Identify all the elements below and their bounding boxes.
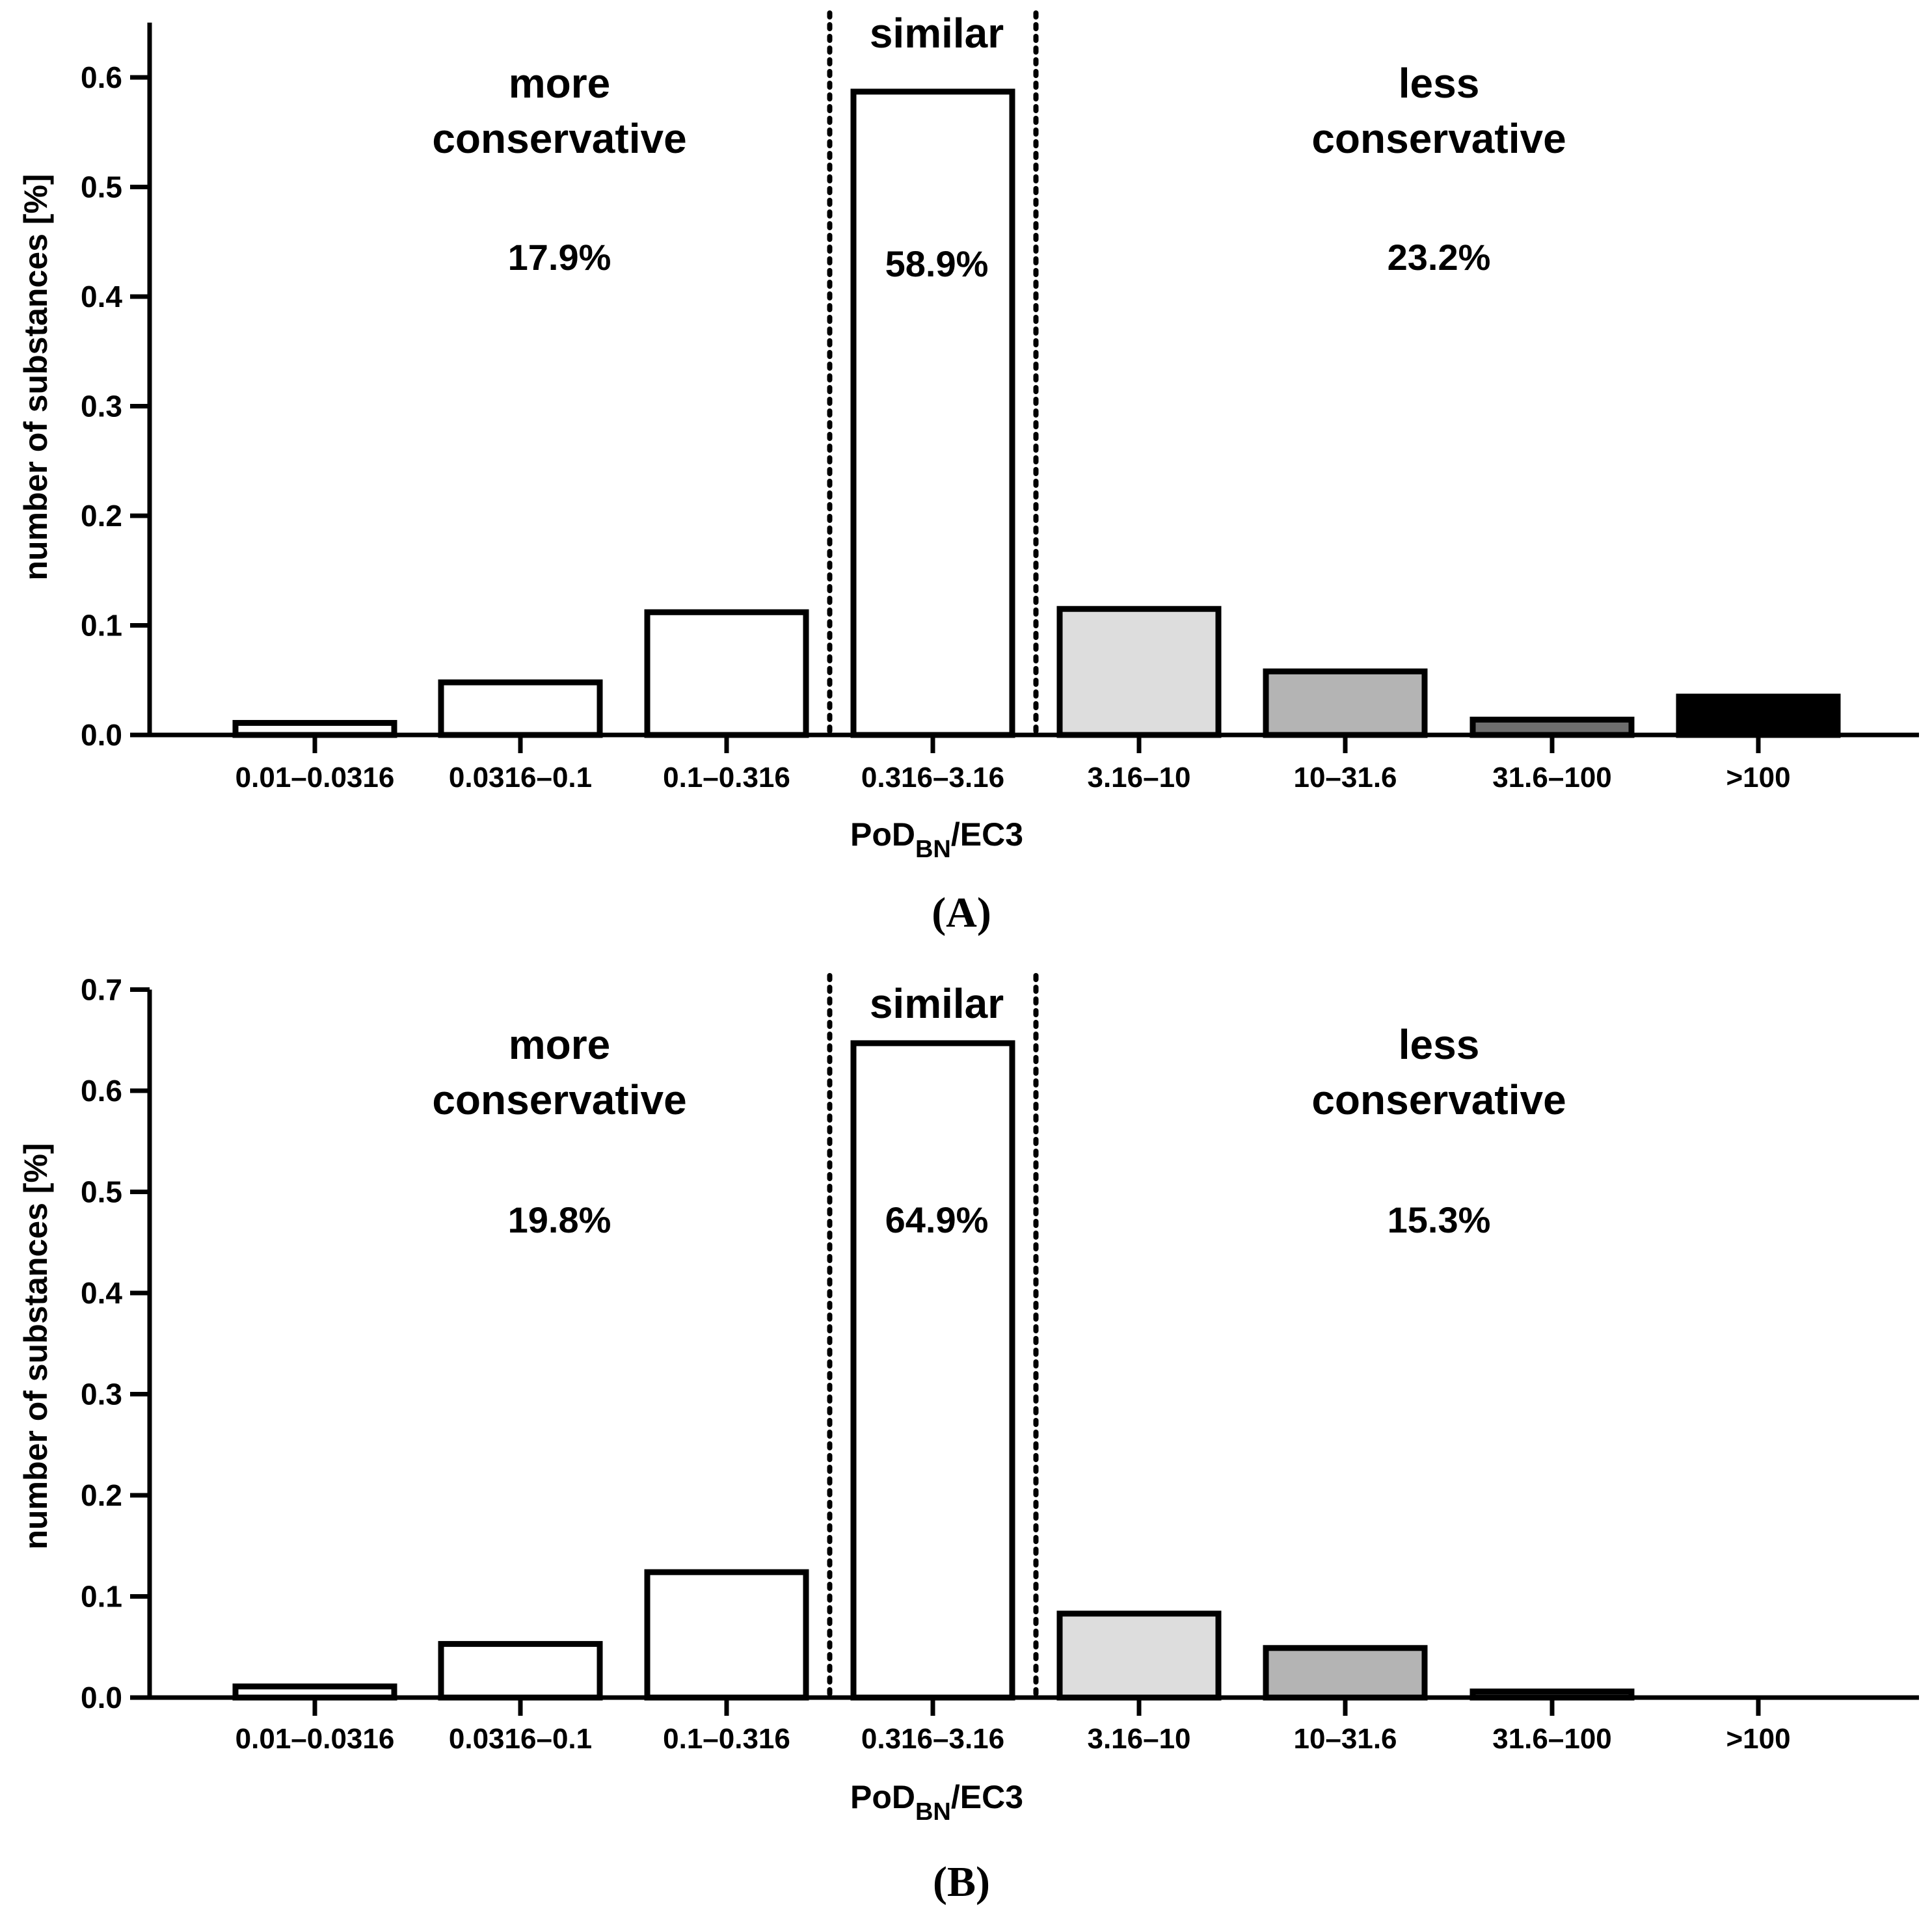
bar	[1469, 1688, 1635, 1701]
annotation-similar: similar	[870, 980, 1004, 1027]
x-tick-label: 0.01–0.0316	[235, 1723, 395, 1755]
annotation-percent: 15.3%	[1388, 1199, 1491, 1240]
annotation-similar: similar	[870, 10, 1004, 57]
y-tick-label: 0.6	[81, 1074, 122, 1108]
x-tick-label: 0.1–0.316	[663, 1723, 790, 1755]
bar	[644, 609, 809, 738]
y-tick-label: 0.3	[81, 1378, 122, 1411]
annotation-percent: 23.2%	[1388, 237, 1491, 278]
y-tick-label: 0.1	[81, 1580, 122, 1614]
y-tick-label: 0.5	[81, 1175, 122, 1209]
bar	[232, 719, 397, 738]
x-tick-label: >100	[1726, 762, 1790, 793]
bar	[644, 1569, 809, 1701]
x-tick-label: 0.1–0.316	[663, 762, 790, 793]
x-tick-label: 0.01–0.0316	[235, 762, 395, 793]
y-tick-label: 0.1	[81, 609, 122, 643]
annotation-conservative: conservative	[432, 115, 686, 162]
y-tick-label: 0.6	[81, 60, 122, 94]
x-axis-title-main: PoD	[850, 1779, 915, 1815]
bar	[1263, 668, 1428, 738]
bar	[438, 679, 603, 738]
y-tick-label: 0.2	[81, 499, 122, 533]
annotation-conservative: conservative	[432, 1076, 686, 1123]
y-tick-label: 0.0	[81, 718, 122, 752]
annotation-more: more	[509, 60, 611, 107]
x-tick-label: 31.6–100	[1492, 1723, 1612, 1755]
x-tick-label: 3.16–10	[1087, 1723, 1190, 1755]
y-tick-label: 0.4	[81, 280, 122, 313]
annotation-less: less	[1399, 60, 1480, 107]
annotation-less: less	[1399, 1021, 1480, 1068]
annotation-conservative: conservative	[1311, 1076, 1566, 1123]
annotation-conservative: conservative	[1311, 115, 1566, 162]
annotation-more: more	[509, 1021, 611, 1068]
x-axis-title-subscript: BN	[915, 836, 951, 863]
annotation-percent: 64.9%	[885, 1199, 989, 1240]
bar	[438, 1641, 603, 1701]
y-tick-label: 0.3	[81, 390, 122, 423]
bar	[850, 1040, 1015, 1701]
y-tick-label: 0.4	[81, 1276, 122, 1310]
annotation-percent: 19.8%	[508, 1199, 611, 1240]
x-tick-label: 10–31.6	[1293, 762, 1397, 793]
panel-label: (A)	[932, 889, 991, 937]
x-axis-title: PoDBN/EC3	[850, 816, 1023, 863]
x-tick-label: 0.0316–0.1	[449, 762, 592, 793]
x-axis-title-tail: /EC3	[951, 1779, 1023, 1815]
x-tick-label: 3.16–10	[1087, 762, 1190, 793]
chart-panel-b: 0.0 0.1 0.2 0.3 0.4 0.5 0.6 0.7 number of substa…	[18, 973, 1919, 1906]
x-axis-title: PoDBN/EC3	[850, 1779, 1023, 1826]
bar	[1056, 1610, 1222, 1701]
chart-panel-a: 0.0 0.1 0.2 0.3 0.4 0.5 0.6 number of substance…	[18, 10, 1919, 937]
annotation-percent: 17.9%	[508, 237, 611, 278]
bar	[1469, 716, 1635, 738]
bar	[1676, 693, 1841, 738]
y-tick-label: 0.0	[81, 1681, 122, 1714]
x-tick-label: >100	[1726, 1723, 1790, 1755]
y-tick-label: 0.7	[81, 973, 122, 1007]
y-tick-label: 0.2	[81, 1478, 122, 1512]
x-axis-title-tail: /EC3	[951, 816, 1023, 853]
bar	[1056, 606, 1222, 738]
x-tick-label: 0.0316–0.1	[449, 1723, 592, 1755]
annotation-percent: 58.9%	[885, 243, 989, 284]
y-tick-label: 0.5	[81, 170, 122, 204]
x-tick-label: 0.316–3.16	[861, 762, 1004, 793]
x-tick-label: 31.6–100	[1492, 762, 1612, 793]
y-axis-title: number of substances [%]	[18, 1143, 54, 1549]
x-tick-label: 10–31.6	[1293, 1723, 1397, 1755]
y-axis-title: number of substances [%]	[18, 174, 54, 580]
bar	[850, 88, 1015, 738]
x-axis-title-main: PoD	[850, 816, 915, 853]
x-axis-title-subscript: BN	[915, 1798, 951, 1826]
bar	[1263, 1645, 1428, 1701]
panel-label: (B)	[933, 1858, 990, 1906]
x-tick-label: 0.316–3.16	[861, 1723, 1004, 1755]
bar	[232, 1683, 397, 1701]
